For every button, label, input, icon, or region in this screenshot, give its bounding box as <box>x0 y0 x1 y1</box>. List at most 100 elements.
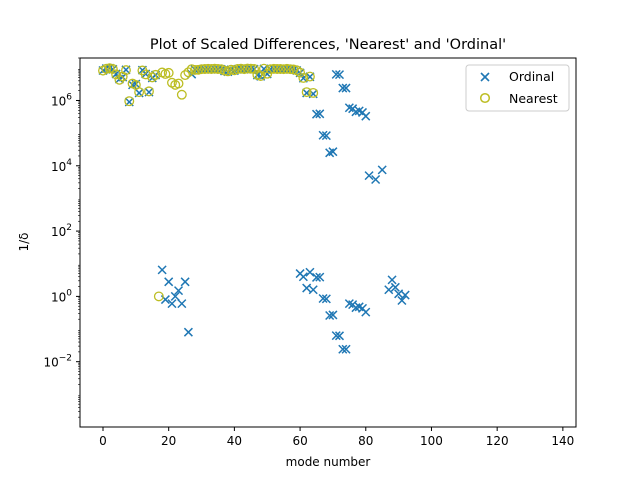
data-point-ordinal <box>344 103 354 113</box>
data-point-nearest <box>203 63 214 74</box>
data-point-nearest <box>114 74 125 85</box>
data-point-nearest <box>150 69 161 80</box>
data-point-ordinal <box>341 344 351 354</box>
data-point-ordinal <box>390 282 400 292</box>
data-point-nearest <box>268 63 279 74</box>
y-tick-label: 106 <box>51 92 72 108</box>
data-point-nearest <box>206 64 217 74</box>
data-point-nearest <box>278 64 289 75</box>
data-point-nearest <box>163 67 174 78</box>
data-point-nearest <box>291 65 302 76</box>
data-point-ordinal <box>311 109 322 119</box>
data-point-ordinal <box>334 70 345 80</box>
data-point-nearest <box>304 71 315 82</box>
data-point-ordinal <box>318 294 328 304</box>
data-point-nearest <box>107 64 118 74</box>
legend-label-ordinal: Ordinal <box>509 69 554 84</box>
data-point-ordinal <box>170 291 180 301</box>
data-point-nearest <box>140 69 151 80</box>
data-point-nearest <box>196 64 207 75</box>
data-point-ordinal <box>167 299 177 309</box>
data-point-ordinal <box>325 310 335 321</box>
data-point-ordinal <box>400 290 410 300</box>
data-point-nearest <box>275 64 286 74</box>
data-point-ordinal <box>174 286 184 296</box>
legend-box <box>465 64 570 112</box>
data-point-ordinal <box>180 277 190 287</box>
data-point-nearest <box>249 64 260 74</box>
x-axis: 0 20 40 60 80 100 120 140 <box>99 427 574 448</box>
data-point-ordinal <box>177 299 187 309</box>
data-point-ordinal <box>321 131 331 141</box>
data-point-nearest <box>124 96 135 107</box>
x-tick-label: 20 <box>161 434 176 448</box>
data-point-nearest <box>147 72 158 83</box>
plot-frame <box>79 57 577 428</box>
data-point-nearest <box>144 86 154 97</box>
data-point-ordinal <box>344 299 354 309</box>
data-point-ordinal <box>308 285 318 295</box>
data-point-ordinal <box>321 294 331 304</box>
data-point-nearest <box>308 88 319 98</box>
data-point-ordinal <box>371 174 381 185</box>
x-tick-label: 120 <box>486 434 509 448</box>
data-point-ordinal <box>164 277 174 287</box>
data-point-nearest <box>134 87 145 98</box>
data-point-nearest <box>242 63 253 74</box>
data-point-nearest <box>245 63 256 74</box>
data-point-ordinal <box>318 130 328 140</box>
data-point-ordinal <box>341 83 351 93</box>
y-axis: 10−2 100 102 104 106 <box>43 57 80 418</box>
data-point-ordinal <box>384 285 394 295</box>
data-point-ordinal <box>305 267 315 277</box>
data-point-nearest <box>111 69 122 80</box>
data-point-nearest <box>272 64 283 74</box>
data-point-nearest <box>121 65 131 76</box>
data-point-nearest <box>190 65 200 75</box>
data-point-nearest <box>199 64 210 74</box>
legend-marker-ordinal <box>480 72 490 82</box>
data-point-nearest <box>265 64 276 75</box>
data-point-ordinal <box>331 331 341 341</box>
series-nearest <box>98 63 319 302</box>
x-tick-label: 0 <box>99 434 107 448</box>
chart-title: Plot of Scaled Differences, 'Nearest' an… <box>150 37 506 53</box>
data-point-ordinal <box>331 69 341 79</box>
x-axis-label: mode number <box>286 455 371 469</box>
y-axis-label: 1/δ <box>17 232 31 251</box>
data-point-ordinal <box>387 275 397 285</box>
data-point-nearest <box>285 64 296 75</box>
data-point-nearest <box>236 63 246 74</box>
legend-label-nearest: Nearest <box>509 91 558 106</box>
x-tick-label: 40 <box>227 434 242 448</box>
legend: Ordinal Nearest <box>465 64 570 112</box>
x-tick-label: 140 <box>551 434 574 448</box>
data-point-nearest <box>301 87 312 98</box>
data-point-ordinal <box>361 307 371 317</box>
y-tick-label: 100 <box>51 288 72 304</box>
data-point-nearest <box>176 89 187 100</box>
y-tick-label: 10−2 <box>43 354 72 370</box>
x-tick-label: 100 <box>420 434 443 448</box>
data-point-ordinal <box>397 295 407 306</box>
data-point-ordinal <box>364 171 374 181</box>
data-point-ordinal <box>298 272 308 282</box>
x-tick-label: 80 <box>358 434 373 448</box>
data-point-ordinal <box>334 331 345 341</box>
data-point-nearest <box>173 78 184 89</box>
data-point-nearest <box>232 64 243 74</box>
data-point-ordinal <box>377 165 387 175</box>
data-point-ordinal <box>302 283 312 293</box>
data-point-ordinal <box>328 147 338 157</box>
data-point-ordinal <box>157 265 167 275</box>
data-point-ordinal <box>361 111 371 121</box>
data-point-nearest <box>258 63 269 74</box>
data-point-ordinal <box>315 109 325 119</box>
data-point-nearest <box>298 72 309 83</box>
data-point-nearest <box>295 67 306 78</box>
data-point-nearest <box>209 63 220 74</box>
y-tick-label: 104 <box>51 158 72 174</box>
data-point-nearest <box>180 70 191 81</box>
plot-area <box>98 63 410 354</box>
